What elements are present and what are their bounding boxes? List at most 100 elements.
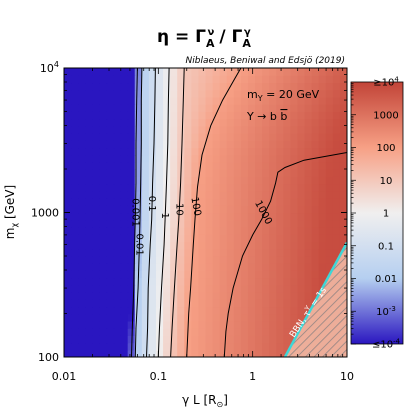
- heatmap-cell: [297, 82, 306, 91]
- heatmap-cell: [332, 234, 341, 242]
- heatmap-cell: [290, 277, 299, 286]
- heatmap-cell: [205, 133, 214, 141]
- heatmap-cell: [240, 270, 249, 279]
- heatmap-cell: [311, 284, 320, 293]
- heatmap-cell: [198, 219, 207, 228]
- heatmap-cell: [205, 198, 214, 206]
- heatmap-cell: [205, 111, 214, 120]
- heatmap-cell: [92, 306, 100, 315]
- heatmap-cell: [233, 226, 242, 235]
- heatmap-cell: [219, 299, 228, 308]
- heatmap-cell: [276, 248, 284, 257]
- heatmap-cell: [290, 169, 299, 177]
- heatmap-cell: [177, 234, 185, 242]
- heatmap-cell: [71, 248, 79, 257]
- heatmap-cell: [325, 104, 334, 112]
- heatmap-cell: [92, 299, 100, 308]
- heatmap-cell: [78, 306, 86, 315]
- heatmap-cell: [332, 118, 341, 127]
- heatmap-cell: [85, 306, 93, 315]
- heatmap-cell: [255, 169, 263, 177]
- heatmap-cell: [148, 328, 157, 336]
- heatmap-cell: [339, 205, 347, 214]
- colorbar-tick-label: 100: [376, 143, 395, 154]
- heatmap-cell: [85, 190, 93, 199]
- heatmap-cell: [191, 284, 200, 293]
- heatmap-cell: [134, 89, 143, 98]
- heatmap-cell: [262, 190, 270, 199]
- heatmap-cell: [311, 89, 320, 98]
- heatmap-cell: [64, 125, 72, 134]
- heatmap-cell: [269, 89, 277, 98]
- heatmap-cell: [120, 320, 129, 329]
- heatmap-cell: [262, 133, 270, 141]
- heatmap-cell: [85, 75, 93, 84]
- heatmap-cell: [247, 270, 256, 279]
- heatmap-cell: [262, 284, 270, 293]
- heatmap-cell: [226, 320, 235, 329]
- heatmap-cell: [163, 183, 171, 192]
- heatmap-cell: [297, 284, 306, 293]
- heatmap-cell: [311, 147, 320, 156]
- heatmap-cell: [163, 82, 171, 91]
- heatmap-cell: [106, 75, 115, 84]
- heatmap-cell: [247, 328, 256, 336]
- heatmap-cell: [205, 255, 214, 264]
- heatmap-cell: [247, 241, 256, 250]
- heatmap-cell: [191, 118, 200, 127]
- heatmap-cell: [92, 313, 100, 322]
- heatmap-cell: [262, 328, 270, 336]
- heatmap-cell: [184, 255, 192, 264]
- heatmap-cell: [269, 125, 277, 134]
- heatmap-cell: [339, 212, 347, 221]
- heatmap-cell: [191, 133, 200, 141]
- heatmap-cell: [141, 234, 150, 242]
- heatmap-cell: [99, 75, 108, 84]
- heatmap-cell: [155, 241, 164, 250]
- heatmap-cell: [64, 118, 72, 127]
- heatmap-cell: [106, 270, 115, 279]
- heatmap-cell: [339, 169, 347, 177]
- heatmap-cell: [141, 291, 150, 300]
- heatmap-cell: [134, 349, 143, 357]
- heatmap-cell: [78, 169, 86, 177]
- heatmap-cell: [191, 277, 200, 286]
- heatmap-cell: [283, 68, 291, 76]
- heatmap-cell: [141, 284, 150, 293]
- heatmap-cell: [212, 89, 221, 98]
- heatmap-cell: [92, 205, 100, 214]
- heatmap-cell: [127, 190, 136, 199]
- heatmap-cell: [155, 161, 164, 170]
- heatmap-cell: [64, 299, 72, 308]
- heatmap-cell: [85, 154, 93, 163]
- heatmap-cell: [205, 205, 214, 214]
- heatmap-cell: [127, 320, 136, 329]
- heatmap-cell: [269, 284, 277, 293]
- heatmap-cell: [71, 169, 79, 177]
- heatmap-cell: [318, 118, 327, 127]
- heatmap-cell: [198, 176, 207, 185]
- heatmap-cell: [78, 82, 86, 91]
- heatmap-cell: [247, 255, 256, 264]
- heatmap-cell: [219, 313, 228, 322]
- heatmap-cell: [318, 270, 327, 279]
- heatmap-cell: [205, 241, 214, 250]
- heatmap-cell: [318, 277, 327, 286]
- heatmap-cell: [325, 248, 334, 257]
- heatmap-cell: [78, 313, 86, 322]
- heatmap-cell: [71, 82, 79, 91]
- heatmap-cell: [297, 248, 306, 257]
- heatmap-cell: [141, 169, 150, 177]
- heatmap-cell: [247, 248, 256, 257]
- heatmap-cell: [148, 125, 157, 134]
- heatmap-cell: [255, 161, 263, 170]
- heatmap-cell: [247, 118, 256, 127]
- heatmap-cell: [64, 183, 72, 192]
- heatmap-cell: [120, 96, 129, 105]
- heatmap-cell: [318, 169, 327, 177]
- heatmap-cell: [127, 234, 136, 242]
- heatmap-cell: [99, 140, 108, 149]
- heatmap-cell: [170, 270, 178, 279]
- heatmap-cell: [276, 104, 284, 112]
- heatmap-cell: [99, 226, 108, 235]
